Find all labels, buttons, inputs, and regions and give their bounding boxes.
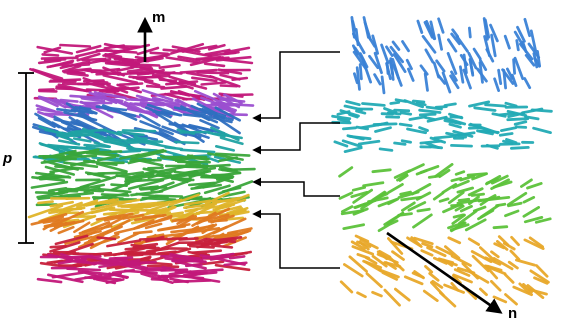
- pitch-label: p: [2, 150, 12, 167]
- bracket-icon: [18, 72, 34, 244]
- layer-panel-teal: [331, 98, 553, 154]
- diagonal-arrow-icon: [386, 231, 503, 314]
- helical-stack: [27, 42, 256, 285]
- layer-panel-blue: [350, 15, 541, 95]
- director-n-label: n: [508, 305, 517, 321]
- layer-panel-green: [338, 162, 552, 233]
- director-m-label: m: [152, 9, 165, 26]
- layer-panel-gold: [339, 234, 550, 308]
- left-arrow-icon: [252, 51, 340, 269]
